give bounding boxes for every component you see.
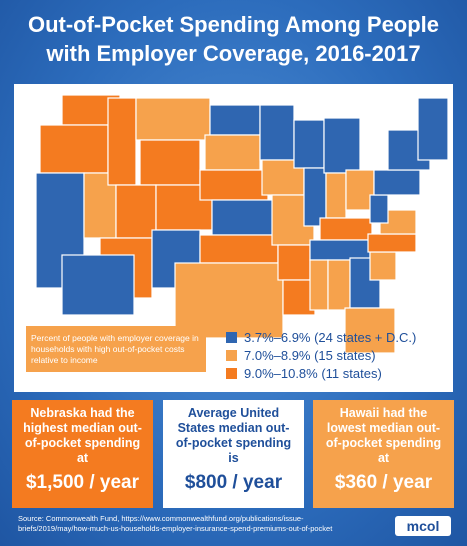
stat-amount: $360 / year (334, 472, 433, 493)
state (107, 97, 137, 186)
map-panel: Percent of people with employer coverage… (14, 84, 453, 392)
legend-item: 9.0%–10.8% (11 states) (226, 366, 382, 381)
legend-label: 3.7%–6.9% (24 states + D.C.) (244, 330, 417, 345)
state (259, 104, 295, 161)
stat-box: Average United States median out-of-pock… (163, 400, 304, 508)
state (277, 244, 311, 281)
stat-amount: $1,500 / year (25, 472, 140, 493)
stat-amount: $800 / year (184, 472, 283, 493)
state (373, 169, 421, 196)
state (39, 124, 109, 174)
state (319, 217, 373, 241)
state (204, 134, 261, 171)
title: Out-of-Pocket Spending Among People with… (27, 12, 440, 66)
state (327, 259, 351, 311)
legend-swatch (226, 332, 237, 343)
stat-box: Hawaii had the lowest median out-of-pock… (313, 400, 454, 508)
state (309, 259, 329, 311)
state (61, 254, 135, 316)
state (369, 251, 397, 281)
state (135, 97, 211, 141)
stat-text: Nebraska had the highest median out-of-p… (23, 406, 142, 465)
state (115, 184, 157, 239)
source: Source: Commonwealth Fund, https://www.c… (18, 514, 333, 533)
state (174, 262, 284, 339)
us-map (35, 94, 449, 354)
state (325, 172, 347, 219)
state (323, 117, 361, 174)
legend-note: Percent of people with employer coverage… (26, 326, 206, 372)
state (199, 234, 279, 264)
state (209, 104, 261, 136)
state (417, 97, 449, 161)
state (199, 169, 269, 201)
state (139, 139, 201, 186)
state (293, 119, 325, 169)
state (344, 307, 396, 354)
legend-item: 3.7%–6.9% (24 states + D.C.) (226, 330, 416, 345)
legend-label: 9.0%–10.8% (11 states) (244, 366, 382, 381)
legend-swatch (226, 368, 237, 379)
stat-text: Average United States median out-of-pock… (175, 406, 292, 465)
state (369, 194, 389, 224)
stat-box: Nebraska had the highest median out-of-p… (12, 400, 153, 508)
legend-label: 7.0%–8.9% (15 states) (244, 348, 376, 363)
logo: mcol (395, 516, 451, 536)
legend-swatch (226, 350, 237, 361)
state (211, 199, 275, 236)
state (303, 167, 327, 227)
legend-item: 7.0%–8.9% (15 states) (226, 348, 376, 363)
state (367, 233, 417, 253)
stat-text: Hawaii had the lowest median out-of-pock… (325, 406, 442, 465)
state (309, 239, 371, 261)
